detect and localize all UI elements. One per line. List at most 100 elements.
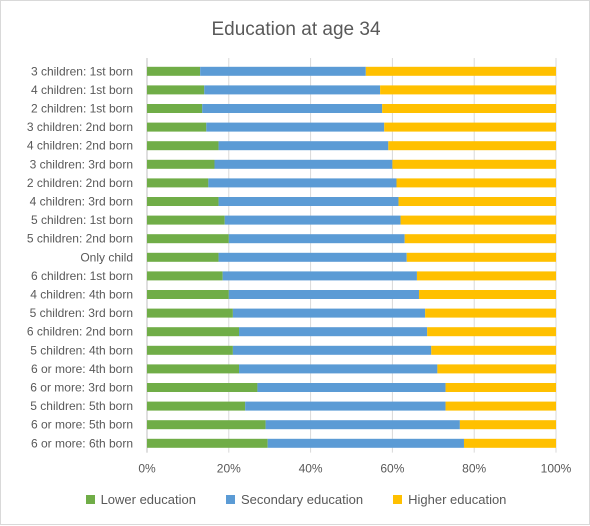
bar-segment-secondary (239, 364, 438, 374)
bar-segment-secondary (239, 327, 428, 337)
legend-label-lower: Lower education (100, 492, 196, 507)
category-label: 6 children: 1st born (31, 269, 133, 283)
category-label: 2 children: 2nd born (27, 176, 133, 190)
category-label: 4 children: 1st born (31, 83, 133, 97)
bar-segment-secondary (206, 122, 385, 132)
bar-segment-secondary (218, 197, 399, 206)
bar-segment-higher (445, 383, 556, 392)
bar-segment-higher (416, 271, 556, 281)
bar-segment-secondary (267, 438, 464, 448)
bar-segment-secondary (232, 308, 426, 318)
bar-segment-higher (437, 364, 556, 374)
bar-segment-lower (147, 141, 219, 151)
category-label: 4 children: 4th born (30, 288, 133, 302)
bar-segment-lower (147, 104, 203, 113)
x-tick-label: 20% (217, 462, 241, 476)
category-label: 5 children: 5th born (30, 399, 133, 413)
category-label: 6 or more: 3rd born (30, 381, 133, 395)
bar-segment-lower (147, 290, 229, 299)
legend-item-lower: Lower education (85, 492, 196, 507)
bar-segment-higher (396, 178, 556, 188)
category-label: 6 children: 2nd born (27, 325, 133, 339)
legend-swatch-higher (393, 495, 403, 504)
legend: Lower education Secondary education High… (1, 492, 590, 507)
bar-segment-lower (147, 327, 240, 337)
bar-segment-lower (147, 420, 266, 430)
bar-segment-secondary (228, 234, 405, 244)
bar-segment-secondary (265, 420, 460, 430)
bar-segment-secondary (224, 215, 401, 225)
bar-segment-lower (147, 234, 229, 244)
bar-segment-higher (427, 327, 556, 337)
legend-swatch-lower (85, 495, 95, 504)
bar-segment-higher (382, 104, 556, 113)
bar-segment-lower (147, 215, 225, 225)
bar-segment-higher (388, 141, 556, 151)
bar-segment-secondary (208, 178, 397, 188)
bar-segment-lower (147, 271, 223, 281)
legend-item-higher: Higher education (393, 492, 506, 507)
x-tick-label: 0% (138, 462, 156, 476)
category-label: 5 children: 1st born (31, 213, 133, 227)
bar-segment-secondary (218, 252, 407, 262)
bar-segment-higher (425, 308, 556, 318)
bar-segment-secondary (228, 290, 419, 299)
category-label: 6 or more: 6th born (31, 436, 133, 450)
bar-segment-secondary (214, 159, 393, 169)
bar-segment-lower (147, 122, 207, 132)
bar-segment-higher (365, 66, 556, 76)
bar-segment-higher (384, 122, 556, 132)
legend-label-secondary: Secondary education (240, 492, 364, 507)
bar-segment-lower (147, 66, 201, 76)
legend-label-higher: Higher education (408, 492, 507, 507)
x-tick-label: 40% (299, 462, 323, 476)
bar-segment-higher (380, 85, 556, 95)
legend-swatch-secondary (225, 495, 235, 504)
bar-segment-lower (147, 364, 240, 374)
category-label: Only child (80, 250, 133, 264)
bar-segment-lower (147, 159, 215, 169)
bar-segment-lower (147, 252, 219, 262)
bar-segment-secondary (218, 141, 389, 151)
bar-segment-lower (147, 345, 233, 355)
bar-segment-lower (147, 401, 246, 411)
bar-segment-higher (404, 234, 556, 244)
category-label: 3 children: 3rd born (30, 157, 133, 171)
bar-segment-higher (400, 215, 556, 225)
bar-segment-higher (398, 197, 556, 206)
bar-segment-lower (147, 438, 268, 448)
category-label: 5 children: 2nd born (27, 232, 133, 246)
bar-segment-secondary (245, 401, 446, 411)
bar-segment-higher (392, 159, 556, 169)
bar-segment-secondary (204, 85, 381, 95)
category-label: 4 children: 3rd born (30, 195, 133, 209)
bar-segment-higher (406, 252, 556, 262)
category-label: 6 or more: 5th born (31, 418, 133, 432)
category-label: 3 children: 1st born (31, 64, 133, 78)
category-label: 4 children: 2nd born (27, 139, 133, 153)
x-tick-label: 100% (541, 462, 572, 476)
bar-segment-lower (147, 85, 205, 95)
bar-segment-lower (147, 197, 219, 206)
category-label: 6 or more: 4th born (31, 362, 133, 376)
category-label: 5 children: 3rd born (30, 306, 133, 320)
bar-segment-secondary (202, 104, 383, 113)
bar-segment-lower (147, 383, 258, 392)
category-label: 3 children: 2nd born (27, 120, 133, 134)
bar-segment-secondary (200, 66, 366, 76)
chart-title: Education at age 34 (211, 19, 381, 40)
bar-segment-higher (418, 290, 556, 299)
bar-segment-higher (463, 438, 556, 448)
bar-segment-lower (147, 308, 233, 318)
bar-segment-secondary (257, 383, 446, 392)
x-tick-label: 80% (462, 462, 486, 476)
x-tick-label: 60% (380, 462, 404, 476)
category-label: 2 children: 1st born (31, 102, 133, 116)
bar-segment-lower (147, 178, 209, 188)
bar-segment-higher (459, 420, 556, 430)
bar-segment-secondary (232, 345, 432, 355)
legend-item-secondary: Secondary education (225, 492, 364, 507)
bar-segment-secondary (222, 271, 417, 281)
